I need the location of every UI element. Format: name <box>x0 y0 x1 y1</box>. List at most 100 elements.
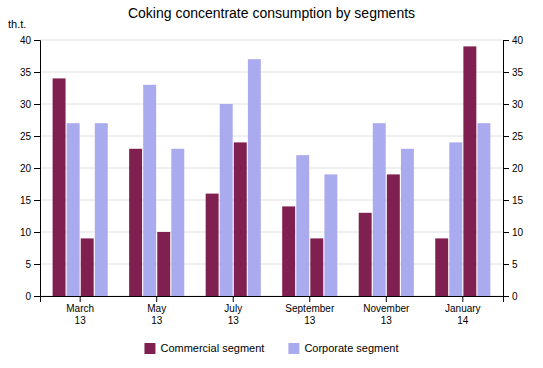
tick: 15 <box>503 195 524 206</box>
tick-label-line: November <box>363 303 410 314</box>
tick: July13 <box>224 296 242 326</box>
tick-label: 15 <box>20 195 32 206</box>
tick-mark <box>462 296 463 302</box>
bar <box>387 174 400 296</box>
tick-label: 25 <box>20 131 32 142</box>
tick-mark <box>34 296 40 297</box>
y-axis: 0510152025303540 <box>503 35 524 302</box>
axis-line <box>34 41 41 297</box>
tick: 30 <box>20 99 40 110</box>
bar <box>282 206 295 296</box>
grid <box>40 40 503 296</box>
grid-line <box>40 40 503 41</box>
legend-label: Corporate segment <box>304 342 398 354</box>
axis-line <box>504 41 510 297</box>
bar <box>296 155 309 296</box>
tick: 0 <box>503 291 518 302</box>
tick: January14 <box>445 296 481 326</box>
bar <box>67 123 80 296</box>
title: Coking concentrate consumption by segmen… <box>128 5 415 21</box>
tick-mark <box>34 40 40 41</box>
grid-line <box>40 168 503 169</box>
tick: 5 <box>503 259 518 270</box>
tick-label: September13 <box>285 303 335 326</box>
tick-mark <box>503 168 509 169</box>
tick-label: 30 <box>20 99 32 110</box>
tick-label-line: 13 <box>151 315 163 326</box>
legend-item: Commercial segment <box>144 342 264 354</box>
legend-swatch <box>144 343 155 354</box>
tick-label: March13 <box>66 303 94 326</box>
tick-mark <box>503 104 509 105</box>
bar <box>310 238 323 296</box>
grid-line <box>40 72 503 73</box>
tick: May13 <box>147 296 166 326</box>
bar <box>81 238 94 296</box>
tick-mark <box>34 264 40 265</box>
bar <box>435 238 448 296</box>
tick: 25 <box>20 131 40 142</box>
y-label: th.t. <box>8 18 26 30</box>
tick: 25 <box>503 131 524 142</box>
grid-line <box>40 136 503 137</box>
legend: Commercial segment Corporate segment <box>144 342 398 354</box>
bar <box>157 232 170 296</box>
tick: 10 <box>20 227 40 238</box>
tick: 15 <box>20 195 40 206</box>
tick: 35 <box>20 67 40 78</box>
tick-label-line: 13 <box>228 315 240 326</box>
tick-label-line: January <box>445 303 481 314</box>
tick-mark <box>156 296 157 302</box>
tick: November13 <box>363 296 410 326</box>
grid-line <box>40 104 503 105</box>
tick-mark <box>34 104 40 105</box>
tick: September13 <box>285 296 335 326</box>
tick: 40 <box>20 35 40 46</box>
bar <box>143 85 156 296</box>
bar <box>401 149 414 296</box>
bars <box>53 46 491 296</box>
tick: March13 <box>66 296 94 326</box>
x-axis: March13May13July13September13November13J… <box>41 296 504 326</box>
bar <box>53 78 66 296</box>
tick-label: 35 <box>512 67 524 78</box>
bar <box>359 213 372 296</box>
tick-label: 15 <box>512 195 524 206</box>
bar <box>95 123 108 296</box>
tick-mark <box>34 136 40 137</box>
tick-mark <box>503 200 509 201</box>
legend-swatch <box>288 343 299 354</box>
axis-line <box>41 297 504 303</box>
tick-label-line: 13 <box>304 315 316 326</box>
tick-mark <box>34 168 40 169</box>
y-axis: 0510152025303540 <box>20 35 41 302</box>
tick-mark <box>503 264 509 265</box>
tick: 30 <box>503 99 524 110</box>
bar <box>324 174 337 296</box>
chart: 05101520253035400510152025303540March13M… <box>0 0 543 368</box>
tick-label-line: September <box>285 303 335 314</box>
tick-mark <box>503 232 509 233</box>
tick-mark <box>233 296 234 302</box>
bar <box>373 123 386 296</box>
tick-label: 20 <box>512 163 524 174</box>
tick-mark <box>34 72 40 73</box>
bar <box>248 59 261 296</box>
legend-label: Commercial segment <box>160 342 264 354</box>
tick: 20 <box>20 163 40 174</box>
tick-label: 35 <box>20 67 32 78</box>
tick-label: 5 <box>512 259 518 270</box>
tick-label: 40 <box>20 35 32 46</box>
tick-mark <box>309 296 310 302</box>
tick-label: July13 <box>224 303 242 326</box>
tick-label-line: 13 <box>75 315 87 326</box>
tick-label: 30 <box>512 99 524 110</box>
tick-label: 10 <box>512 227 524 238</box>
tick: 0 <box>25 291 40 302</box>
bar <box>463 46 476 296</box>
tick: 10 <box>503 227 524 238</box>
tick-mark <box>34 200 40 201</box>
tick-label: May13 <box>147 303 166 326</box>
tick-label: January14 <box>445 303 481 326</box>
plot: 05101520253035400510152025303540March13M… <box>20 35 524 326</box>
